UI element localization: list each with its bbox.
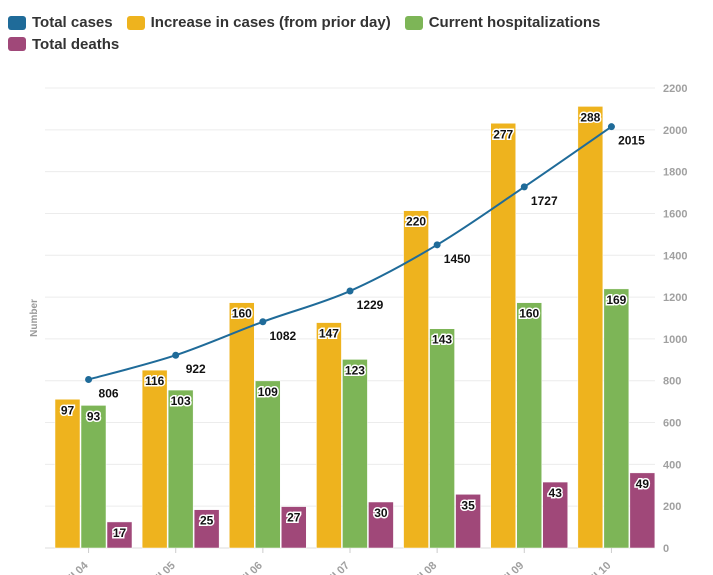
y-tick-label: 1800 [663, 167, 687, 179]
increase-label: 116 [145, 374, 165, 388]
hospitalizations-bar[interactable] [603, 288, 630, 549]
y-axis-ticks: 0 200 400 600 800 1000 1200 1400 1600 1800 2000 220… [663, 83, 687, 555]
legend-swatch [126, 15, 145, 30]
total-cases-point[interactable] [433, 241, 441, 249]
legend-swatch [404, 15, 423, 30]
hospitalizations-bar[interactable] [429, 328, 455, 549]
x-tick-label: il 09 [503, 560, 527, 575]
increase-label: 277 [493, 127, 513, 141]
increase-bar[interactable] [229, 302, 255, 549]
bars [54, 106, 656, 549]
hospitalizations-bar[interactable] [80, 405, 107, 549]
total-cases-point[interactable] [259, 318, 267, 326]
increase-bar[interactable] [577, 106, 604, 549]
y-tick-label: 1000 [663, 334, 687, 346]
increase-label: 220 [406, 215, 426, 229]
hospitalizations-bar[interactable] [516, 302, 542, 549]
hospitalizations-label: 160 [519, 307, 539, 321]
deaths-bar[interactable] [281, 506, 307, 549]
x-tick-label: il 06 [241, 560, 265, 575]
increase-bar[interactable] [54, 399, 81, 549]
increase-label: 147 [319, 327, 339, 341]
increase-bar[interactable] [403, 210, 429, 549]
deaths-label: 35 [461, 498, 475, 512]
legend-item[interactable]: Increase in cases (from prior day) [126, 12, 391, 33]
deaths-label: 27 [287, 511, 301, 525]
deaths-bar[interactable] [193, 509, 220, 549]
y-tick-label: 200 [663, 501, 681, 513]
deaths-bar[interactable] [542, 481, 568, 549]
total-cases-label: 806 [99, 386, 119, 400]
total-cases-label: 1229 [357, 298, 384, 312]
legend-label: Total cases [32, 14, 113, 31]
y-tick-label: 1400 [663, 250, 687, 262]
deaths-bar[interactable] [106, 521, 133, 549]
total-cases-label: 922 [186, 362, 206, 376]
increase-bar[interactable] [316, 322, 342, 549]
deaths-label: 30 [374, 506, 388, 520]
deaths-label: 17 [113, 526, 127, 540]
increase-label: 288 [580, 110, 600, 124]
deaths-bar[interactable] [368, 501, 394, 549]
y-tick-label: 600 [663, 418, 681, 430]
legend-label: Total deaths [32, 35, 120, 53]
legend-item[interactable]: Total cases [8, 12, 113, 33]
increase-label: 160 [232, 307, 252, 321]
y-tick-label: 0 [663, 543, 669, 555]
total-cases-label: 1082 [270, 329, 297, 343]
y-tick-label: 800 [663, 376, 681, 388]
x-axis-ticks: il 04 il 05 il 06 il 07 il 08 il 09 il 10 [67, 548, 614, 575]
legend-label: Increase in cases (from prior day) [150, 14, 391, 31]
y-tick-label: 1600 [663, 208, 687, 220]
total-cases-label: 2015 [618, 134, 645, 148]
deaths-label: 49 [636, 477, 650, 491]
deaths-label: 25 [200, 514, 214, 528]
hospitalizations-label: 169 [606, 293, 626, 307]
total-cases-point[interactable] [85, 375, 93, 383]
increase-label: 97 [61, 403, 75, 417]
y-tick-label: 1200 [663, 292, 687, 304]
hospitalizations-label: 103 [171, 394, 191, 408]
hospitalizations-bar[interactable] [342, 359, 368, 549]
x-tick-label: il 07 [328, 560, 352, 575]
legend-item[interactable]: Total deaths [8, 34, 119, 55]
y-tick-label: 2000 [663, 125, 687, 137]
total-cases-line [85, 123, 615, 383]
x-tick-label: il 05 [154, 560, 178, 575]
total-cases-label: 1727 [531, 194, 558, 208]
x-tick-label: il 10 [590, 560, 614, 575]
y-tick-label: 2200 [663, 83, 687, 95]
increase-bar[interactable] [490, 123, 516, 549]
hospitalizations-label: 143 [432, 333, 452, 347]
legend-item[interactable]: Current hospitalizations [404, 12, 601, 33]
data-labels: 97 93 17 116 103 25 160 109 27 147 123 30 220 143 35 27… [59, 109, 651, 542]
deaths-label: 43 [549, 486, 563, 500]
hospitalizations-label: 109 [258, 385, 278, 399]
x-tick-label: il 04 [67, 559, 91, 575]
deaths-bar[interactable] [629, 472, 656, 549]
legend-swatch [8, 15, 26, 30]
x-tick-label: il 08 [416, 560, 440, 575]
total-cases-label: 1450 [444, 252, 471, 266]
hospitalizations-bar[interactable] [167, 389, 194, 549]
hospitalizations-label: 123 [345, 363, 365, 377]
y-tick-label: 400 [663, 459, 681, 471]
total-cases-point[interactable] [172, 351, 180, 359]
hospitalizations-bar[interactable] [255, 380, 281, 549]
y-axis-title: Number [29, 299, 40, 337]
hospitalizations-label: 93 [87, 409, 101, 423]
total-cases-point[interactable] [607, 123, 615, 131]
legend-swatch [8, 37, 26, 51]
increase-bar[interactable] [141, 369, 168, 549]
legend: Total cases Increase in cases (from prior… [8, 12, 708, 55]
legend-label: Current hospitalizations [428, 14, 601, 31]
deaths-bar[interactable] [455, 494, 481, 549]
total-cases-point[interactable] [520, 183, 528, 191]
total-cases-point[interactable] [346, 287, 354, 295]
